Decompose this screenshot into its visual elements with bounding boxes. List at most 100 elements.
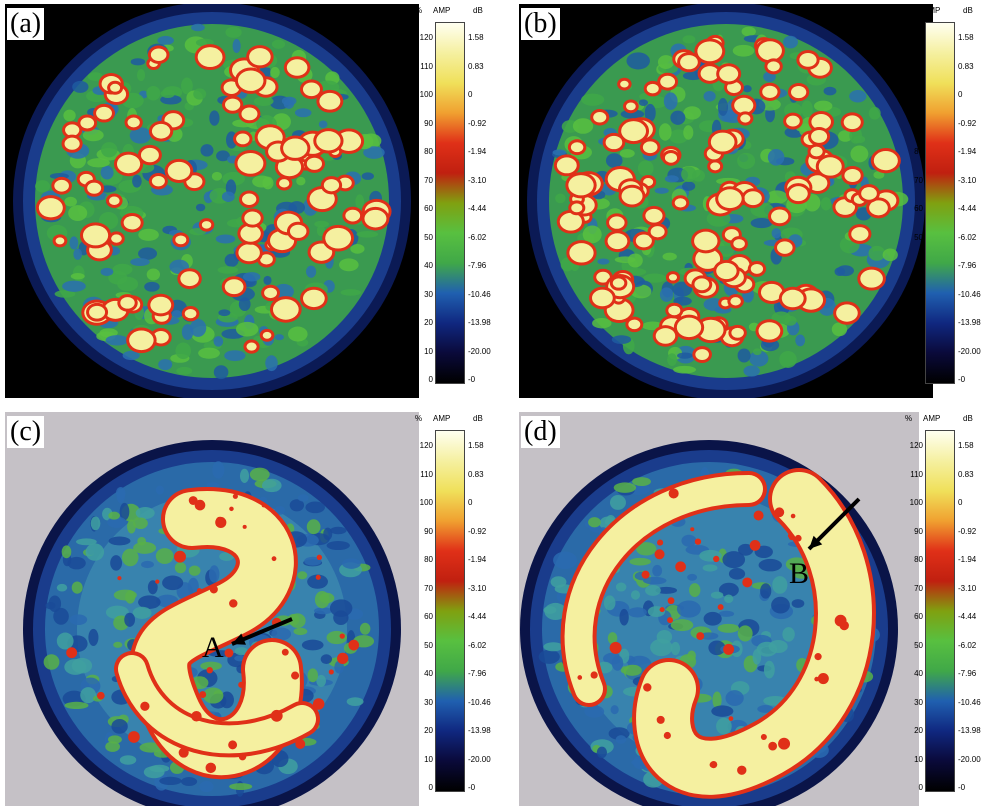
amp-header: AMP: [923, 6, 941, 15]
db-tick: -0.92: [468, 118, 487, 128]
percent-tick: 0: [428, 783, 433, 792]
defect-label: B: [789, 557, 810, 590]
percent-tick: 90: [424, 118, 433, 128]
percent-tick: 60: [424, 204, 433, 213]
colorbar-gradient: [435, 22, 465, 384]
db-tick: -3.10: [958, 175, 977, 185]
percent-tick: 10: [424, 754, 433, 764]
db-tick: -1.94: [468, 555, 487, 564]
db-tick: 1.58: [468, 441, 484, 450]
amplitude-colorbar: % AMP dB 120 110 100 90 80 70 60 50 40 30 20 10 0 1.58 0.…: [415, 4, 495, 398]
percent-tick: 70: [424, 583, 433, 593]
db-tick: -0: [468, 783, 476, 792]
percent-tick: 120: [419, 441, 433, 450]
db-tick: -6.02: [958, 640, 977, 650]
percent-tick: 20: [914, 318, 923, 327]
c-scan-image: [519, 412, 919, 806]
db-tick: 1.58: [958, 441, 974, 450]
db-tick: -7.96: [468, 261, 487, 270]
db-tick: -4.44: [468, 612, 487, 621]
percent-tick: 110: [910, 61, 923, 71]
db-tick: -20.00: [958, 346, 981, 356]
db-header: dB: [963, 414, 973, 423]
db-tick: -6.02: [958, 232, 977, 242]
db-tick: -7.96: [958, 261, 977, 270]
percent-header: %: [905, 6, 913, 15]
percent-tick: 30: [914, 289, 923, 299]
percent-tick: 40: [424, 261, 433, 270]
db-tick: -1.94: [958, 555, 977, 564]
percent-tick: 10: [914, 754, 923, 764]
db-tick: -1.94: [468, 147, 487, 156]
percent-tick: 50: [914, 232, 923, 242]
c-scan-image: [5, 4, 419, 398]
percent-tick: 70: [914, 175, 923, 185]
percent-tick: 90: [424, 526, 433, 536]
db-tick: 0.83: [468, 469, 484, 479]
db-tick: -13.98: [468, 726, 491, 735]
percent-tick: 100: [419, 90, 433, 99]
scan-panel-c: A (c): [5, 412, 419, 806]
colorbar-gradient: [435, 430, 465, 792]
db-tick: -4.44: [958, 204, 977, 213]
percent-tick: 40: [424, 669, 433, 678]
percent-tick: 20: [424, 726, 433, 735]
db-tick: -4.44: [958, 612, 977, 621]
db-tick: -6.02: [468, 640, 487, 650]
db-tick: -10.46: [958, 289, 981, 299]
db-tick: -3.10: [958, 583, 977, 593]
percent-tick: 80: [914, 147, 923, 156]
percent-tick: 60: [914, 612, 923, 621]
percent-tick: 20: [424, 318, 433, 327]
db-tick: -1.94: [958, 147, 977, 156]
scan-panel-d: B (d): [519, 412, 919, 806]
db-tick: -20.00: [468, 754, 491, 764]
amplitude-colorbar: % AMP dB 120 110 100 90 80 70 60 50 40 30 20 10 0 1.58 0.…: [415, 412, 495, 806]
db-tick: -0.92: [468, 526, 487, 536]
db-tick: 1.58: [468, 33, 484, 42]
percent-tick: 0: [428, 375, 433, 384]
scan-panel-b: (b): [519, 4, 933, 398]
panel-label: (c): [7, 416, 45, 448]
db-tick: -7.96: [958, 669, 977, 678]
percent-tick: 0: [918, 783, 923, 792]
percent-tick: 60: [914, 204, 923, 213]
db-tick: 0.83: [468, 61, 484, 71]
amp-header: AMP: [433, 6, 451, 15]
db-tick: 0: [468, 498, 473, 507]
db-header: dB: [473, 414, 483, 423]
percent-tick: 120: [419, 33, 433, 42]
db-tick: -20.00: [958, 754, 981, 764]
db-tick: -3.10: [468, 583, 487, 593]
db-tick: -20.00: [468, 346, 491, 356]
percent-tick: 90: [914, 526, 923, 536]
db-tick: -0: [958, 783, 966, 792]
percent-tick: 110: [420, 469, 433, 479]
percent-header: %: [415, 414, 423, 423]
percent-tick: 0: [918, 375, 923, 384]
db-tick: -4.44: [468, 204, 487, 213]
percent-header: %: [415, 6, 423, 15]
defect-label: A: [202, 631, 224, 664]
percent-tick: 100: [419, 498, 433, 507]
percent-tick: 40: [914, 261, 923, 270]
db-tick: 0: [468, 90, 473, 99]
db-tick: -13.98: [468, 318, 491, 327]
percent-tick: 70: [914, 583, 923, 593]
db-tick: -6.02: [468, 232, 487, 242]
amplitude-colorbar: % AMP dB 120 110 100 90 80 70 60 50 40 30 20 10 0 1.58 0.…: [905, 412, 985, 806]
db-tick: -10.46: [468, 697, 491, 707]
db-tick: -0.92: [958, 118, 977, 128]
percent-tick: 30: [424, 289, 433, 299]
percent-tick: 110: [420, 61, 433, 71]
percent-tick: 80: [914, 555, 923, 564]
db-tick: -10.46: [958, 697, 981, 707]
percent-tick: 120: [909, 441, 923, 450]
percent-tick: 80: [424, 147, 433, 156]
percent-tick: 10: [914, 346, 923, 356]
percent-tick: 90: [914, 118, 923, 128]
percent-tick: 110: [910, 469, 923, 479]
db-tick: -7.96: [468, 669, 487, 678]
c-scan-image: [5, 412, 419, 806]
percent-tick: 70: [424, 175, 433, 185]
